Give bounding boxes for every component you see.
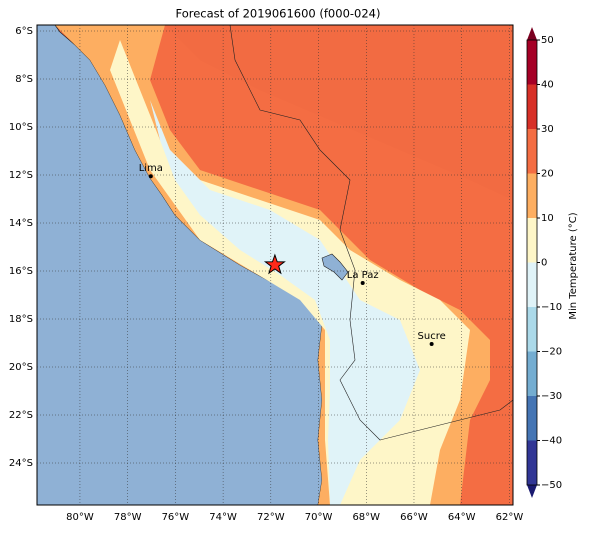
map-frame	[36, 24, 514, 506]
colorbar-tick-label: −10	[541, 302, 562, 313]
colorbar-tick-label: 30	[541, 124, 554, 135]
colorbar-band	[527, 129, 537, 174]
lat-tick-label: 10°S	[9, 122, 33, 133]
location-marker	[263, 253, 286, 275]
lon-tick-label: 66°W	[400, 512, 428, 523]
colorbar-band	[527, 218, 537, 263]
colorbar-band	[527, 351, 537, 396]
lat-tick-label: 12°S	[9, 170, 33, 181]
colorbar-band	[527, 262, 537, 307]
lat-tick-label: 22°S	[9, 410, 33, 421]
colorbar-tick-label: 0	[541, 258, 547, 269]
colorbar-tick-label: −30	[541, 391, 562, 402]
colorbar-label: Min Temperature (°C)	[568, 212, 579, 319]
extend-min	[527, 485, 537, 498]
lon-tick-label: 62°W	[496, 512, 524, 523]
band-cool	[150, 100, 420, 505]
lat-tick-label: 16°S	[9, 266, 33, 277]
colorbar-band	[527, 40, 537, 85]
lon-tick-label: 74°W	[209, 512, 237, 523]
lat-tick-label: 8°S	[15, 74, 33, 85]
colorbar-tick-label: −20	[541, 347, 562, 358]
city-label: La Paz	[347, 270, 379, 281]
title: Forecast of 2019061600 (f000-024)	[176, 7, 381, 21]
lon-tick-label: 70°W	[305, 512, 333, 523]
lon-tick-label: 80°W	[66, 512, 94, 523]
colorbar-tick-label: 40	[541, 80, 554, 91]
lon-tick-label: 76°W	[162, 512, 190, 523]
colorbar-tick-label: −50	[541, 480, 562, 491]
city-dot	[429, 341, 434, 346]
lat-tick-label: 6°S	[15, 26, 33, 37]
colorbar-tick-label: 50	[541, 35, 554, 46]
city-dot	[360, 281, 365, 285]
colorbar-tick-label: 20	[541, 169, 554, 180]
lat-tick-label: 20°S	[9, 362, 33, 373]
colorbar-band	[527, 396, 537, 441]
city-label: Sucre	[418, 331, 446, 342]
extend-max	[527, 27, 537, 40]
city-label: Lima	[139, 163, 163, 174]
lon-tick-label: 64°W	[448, 512, 476, 523]
colorbar-band	[527, 440, 537, 485]
colorbar-tick-label: −40	[541, 436, 562, 447]
colorbar-band	[527, 84, 537, 129]
colorbar-band	[527, 173, 537, 218]
border	[229, 25, 513, 441]
lat-tick-label: 14°S	[9, 218, 33, 229]
lon-tick-label: 72°W	[257, 512, 285, 523]
colorbar-band	[527, 307, 537, 352]
colorbar-tick-label: 10	[541, 213, 554, 224]
lat-tick-label: 24°S	[9, 458, 33, 469]
lon-tick-label: 68°W	[352, 512, 380, 523]
lat-tick-label: 18°S	[9, 314, 33, 325]
lake	[321, 253, 349, 281]
lon-tick-label: 78°W	[114, 512, 142, 523]
city-dot	[148, 174, 153, 179]
band-hot	[165, 25, 513, 200]
